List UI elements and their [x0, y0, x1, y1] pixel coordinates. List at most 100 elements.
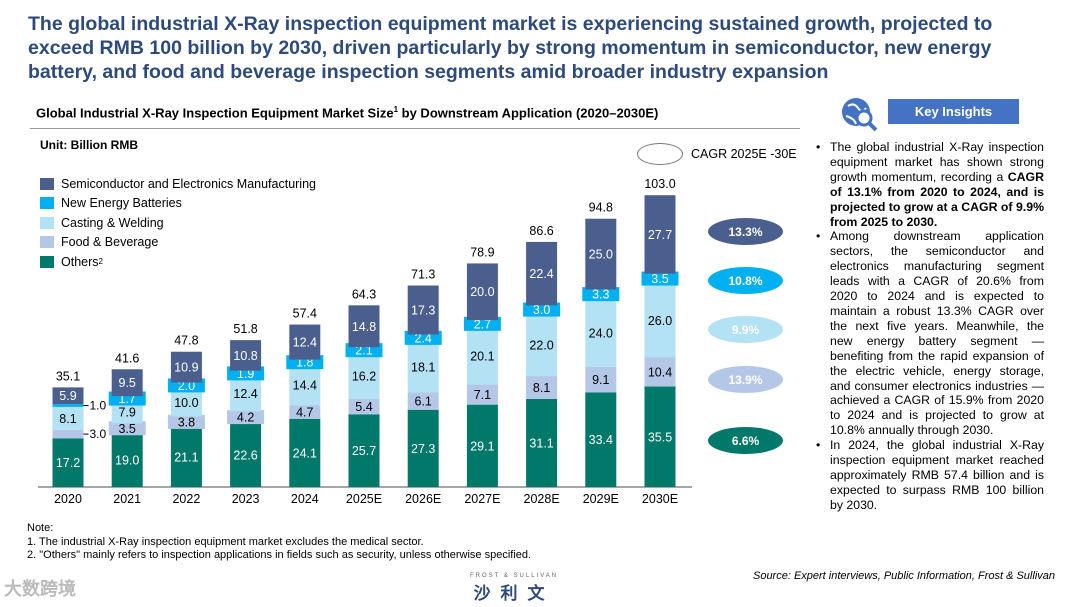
bar-segment: [585, 366, 617, 393]
bar-segment: [111, 400, 143, 424]
x-tick-label: 2030E: [642, 492, 678, 506]
headline: The global industrial X-Ray inspection e…: [28, 13, 993, 83]
total-label: 47.8: [174, 334, 198, 348]
bar-segment: [170, 388, 202, 417]
data-label: 14.4: [293, 379, 317, 393]
x-tick-label: 2022: [172, 492, 200, 506]
total-label: 41.6: [115, 351, 139, 365]
bar-segment: [170, 351, 202, 383]
label-bg: [582, 287, 620, 302]
total-label: 71.3: [411, 268, 435, 282]
legend-label: Casting & Welding: [61, 215, 164, 230]
x-tick-label: 2028E: [524, 492, 560, 506]
bar-segment: [348, 414, 380, 487]
insight-item: In 2024, the global industrial X-Ray ins…: [814, 438, 1044, 513]
bar-segment: [52, 387, 84, 405]
data-label: 27.3: [411, 442, 435, 456]
data-label: 9.5: [119, 376, 136, 390]
total-label: 86.6: [529, 224, 553, 238]
legend-swatch: [40, 177, 54, 190]
data-label: 27.7: [648, 228, 672, 242]
data-label: 7.1: [474, 388, 491, 402]
data-label: 33.4: [589, 433, 613, 447]
data-label: 22.6: [233, 449, 257, 463]
x-tick-label: 2026E: [405, 492, 441, 506]
data-label: 4.2: [237, 411, 254, 425]
data-label: 31.1: [529, 436, 553, 450]
key-insights-header: Key Insights: [888, 99, 1019, 124]
data-label: 5.4: [355, 400, 372, 414]
insights-list: The global industrial X-Ray inspection e…: [814, 140, 1044, 513]
cagr-legend-oval: [637, 143, 683, 165]
x-tick-label: 2027E: [464, 492, 500, 506]
data-label: 22.0: [529, 338, 553, 352]
data-label: 9.1: [592, 373, 609, 387]
bar-segment: [466, 327, 498, 385]
bar-segment: [526, 313, 558, 377]
legend-item: Casting & Welding: [40, 213, 316, 233]
label-bg: [523, 302, 561, 317]
data-label: 35.5: [648, 430, 672, 444]
note-2: 2. "Others" mainly refers to inspection …: [27, 549, 532, 561]
cagr-legend-label: CAGR 2025E -30E: [691, 147, 797, 161]
bar-segment: [230, 423, 262, 487]
data-label: 20.0: [470, 285, 494, 299]
data-label: 26.0: [648, 314, 672, 328]
bar-segment: [526, 398, 558, 487]
insight-item: Among downstream application sectors, th…: [814, 229, 1044, 438]
bar-segment: [526, 241, 558, 306]
total-label: 51.8: [233, 322, 257, 336]
bar-segment: [289, 364, 321, 406]
data-label: 3.0: [90, 427, 107, 441]
legend-sup: 2: [98, 257, 103, 267]
bar-segment: [289, 405, 321, 419]
total-label: 64.3: [352, 287, 376, 301]
insight-item: The global industrial X-Ray inspection e…: [814, 140, 1044, 229]
legend-swatch: [40, 236, 54, 249]
data-label: 25.0: [589, 248, 613, 262]
data-label: 8.1: [59, 412, 76, 426]
label-bg: [167, 414, 205, 429]
data-label: 4.7: [296, 406, 313, 420]
data-label: 3.8: [178, 415, 195, 429]
cagr-oval: 9.9%: [708, 316, 783, 343]
notes-head: Note:: [27, 522, 54, 534]
bar-segment: [585, 392, 617, 487]
bar-segment: [289, 324, 321, 360]
x-tick-label: 2024: [291, 492, 319, 506]
bar-segment: [407, 341, 439, 393]
bar-segment: [644, 357, 676, 387]
data-label: 3.5: [119, 422, 136, 436]
note-1: 1. The industrial X-Ray inspection equip…: [27, 535, 424, 548]
bar-segment: [466, 263, 498, 321]
bar-segment: [466, 404, 498, 487]
chart-title-sup: 1: [393, 105, 399, 114]
bar-segment: [644, 386, 676, 487]
label-bg: [108, 421, 146, 436]
legend-label: Semiconductor and Electronics Manufactur…: [61, 176, 316, 191]
total-label: 57.4: [293, 307, 317, 321]
cagr-legend: CAGR 2025E -30E: [637, 143, 797, 165]
data-label: 29.1: [470, 439, 494, 453]
bar-segment: [289, 418, 321, 487]
data-label: 3.0: [533, 303, 550, 317]
data-label: 1.0: [90, 398, 107, 412]
data-label: 2.4: [415, 331, 432, 345]
total-label: 35.1: [56, 369, 80, 383]
cagr-oval: 13.3%: [708, 218, 783, 245]
x-tick-label: 2029E: [583, 492, 619, 506]
legend-swatch: [40, 216, 54, 229]
data-label: 18.1: [411, 360, 435, 374]
bar-segment: [644, 283, 676, 358]
data-label: 12.4: [293, 336, 317, 350]
bar-segment: [407, 392, 439, 410]
data-label: 10.4: [648, 365, 672, 379]
total-label: 103.0: [644, 177, 675, 191]
bar-segment: [644, 195, 676, 274]
data-label: 24.0: [589, 326, 613, 340]
data-label: 14.8: [352, 320, 376, 334]
bar-segment: [348, 398, 380, 415]
legend-label: New Energy Batteries: [61, 196, 182, 211]
legend-item: New Energy Batteries: [40, 194, 316, 214]
x-tick-label: 2025E: [346, 492, 382, 506]
